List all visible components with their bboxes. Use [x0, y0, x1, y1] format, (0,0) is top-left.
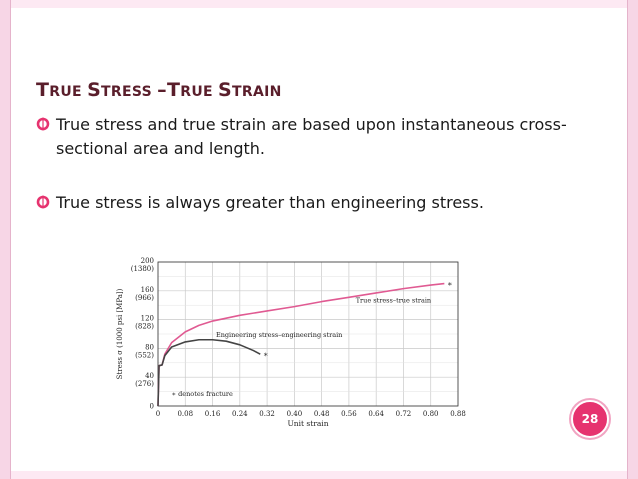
slide-title: TRUE STRESS –TRUE STRAIN: [36, 66, 282, 104]
y-tick-sublabel: (1380): [131, 265, 155, 273]
right-border: [628, 0, 638, 479]
title-part: –: [157, 79, 167, 101]
title-part: S: [87, 79, 102, 101]
y-tick-label: 0: [150, 403, 154, 411]
chart-annotation: True stress–true strain: [356, 296, 431, 304]
chart-annotation: ∗ denotes fracture: [172, 390, 233, 398]
title-part: TRESS: [101, 84, 158, 100]
y-tick-sublabel: (966): [135, 294, 154, 302]
y-tick-label: 40: [145, 372, 154, 380]
x-tick-label: 0.08: [177, 410, 193, 418]
bullet-text: True stress and true strain are based up…: [56, 115, 567, 158]
chart-svg: 0 0.08 0.16 0.24 0.32 0.40 0.48 0.56 0.64 0.72 0.8…: [116, 257, 466, 428]
stress-strain-chart: 0 0.08 0.16 0.24 0.32 0.40 0.48 0.56 0.64 0.72 0.8…: [108, 244, 486, 434]
y-axis-label: Stress σ (1000 psi [MPa]): [116, 288, 124, 379]
y-tick-sublabel: (828): [135, 323, 154, 331]
x-tick-label: 0.16: [205, 410, 221, 418]
fracture-marker: ∗: [447, 280, 452, 289]
series-line: [157, 338, 261, 407]
right-border-line: [627, 0, 628, 479]
y-tick-label: 120: [141, 315, 154, 323]
x-tick-label: 0.88: [450, 410, 466, 418]
bullet-text: True stress is always greater than engin…: [56, 193, 484, 212]
top-border: [10, 0, 628, 8]
title-part: T: [166, 79, 181, 101]
x-tick-label: 0.48: [314, 410, 330, 418]
bullet-ring-icon: [36, 195, 50, 209]
title-part: S: [218, 79, 233, 101]
x-tick-label: 0.24: [232, 410, 248, 418]
bullet-list: True stress and true strain are based up…: [36, 113, 596, 215]
bullet-ring-icon: [36, 117, 50, 131]
left-border: [0, 0, 10, 479]
x-tick-label: 0.40: [287, 410, 303, 418]
x-tick-label: 0: [156, 410, 160, 418]
y-tick-sublabel: (276): [135, 380, 154, 388]
x-tick-label: 0.72: [396, 410, 412, 418]
x-tick-label: 0.56: [341, 410, 357, 418]
x-axis-label: Unit strain: [287, 419, 328, 428]
y-tick-label: 80: [145, 343, 154, 351]
x-tick-label: 0.32: [259, 410, 275, 418]
y-tick-label: 160: [141, 286, 154, 294]
y-tick-sublabel: (552): [135, 351, 154, 359]
plot-frame: [157, 261, 459, 407]
bullet-item: True stress and true strain are based up…: [36, 113, 596, 161]
page-number-badge: 28: [571, 400, 609, 438]
bottom-border: [10, 471, 628, 479]
left-border-line: [10, 0, 11, 479]
y-tick-label: 200: [141, 257, 154, 265]
fracture-marker: ∗: [263, 350, 268, 359]
title-part: TRAIN: [232, 84, 282, 100]
x-tick-label: 0.64: [368, 410, 384, 418]
chart-annotation: Engineering stress–engineering strain: [216, 331, 342, 339]
title-part: RUE: [49, 84, 88, 100]
bullet-item: True stress is always greater than engin…: [36, 191, 596, 215]
x-tick-label: 0.80: [423, 410, 439, 418]
title-part: T: [36, 79, 50, 101]
title-part: RUE: [180, 84, 219, 100]
